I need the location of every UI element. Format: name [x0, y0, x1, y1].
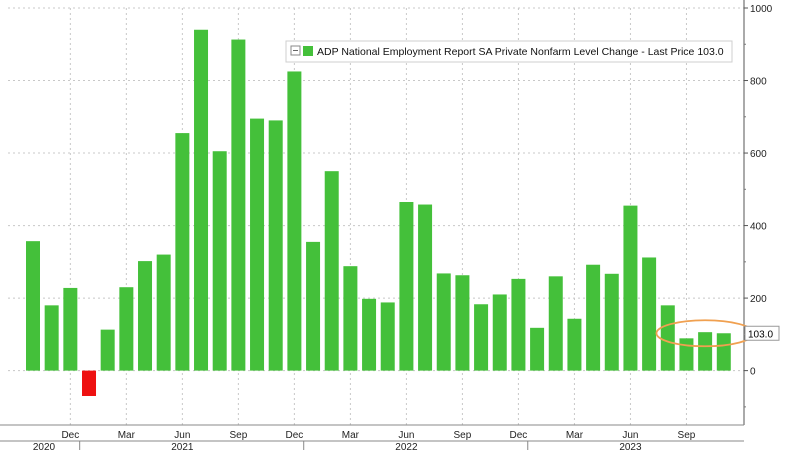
y-tick-label: 0	[750, 367, 756, 378]
x-tick-label: Sep	[454, 430, 472, 441]
bar	[399, 201, 414, 371]
bar	[548, 276, 563, 371]
last-value-label: 103.0	[748, 329, 773, 340]
bar	[250, 118, 265, 371]
legend-swatch	[303, 46, 313, 56]
bar	[175, 133, 190, 371]
x-tick-label: Mar	[566, 430, 584, 441]
bar	[343, 266, 358, 371]
bar	[26, 241, 40, 371]
bar	[604, 273, 619, 371]
x-tick-label: Jun	[174, 430, 190, 441]
x-year-label: 2021	[171, 442, 194, 450]
bar	[530, 327, 545, 371]
legend-label: ADP National Employment Report SA Privat…	[317, 46, 724, 58]
y-tick-label: 200	[750, 294, 767, 305]
highlight-layer: 103.0	[655, 319, 780, 348]
bar	[82, 370, 97, 396]
bar	[679, 338, 694, 371]
bar	[268, 120, 283, 371]
y-tick-label: 400	[750, 222, 767, 233]
bar	[212, 151, 227, 371]
legend-toggle-icon[interactable]	[290, 45, 301, 56]
bar	[698, 332, 713, 371]
x-tick-label: Dec	[285, 430, 303, 441]
bar	[492, 294, 507, 371]
bar	[455, 275, 470, 371]
x-tick-label: Mar	[342, 430, 360, 441]
bar	[231, 39, 246, 371]
bar	[511, 278, 526, 371]
bar	[380, 302, 395, 371]
x-tick-label: Mar	[118, 430, 136, 441]
bar	[100, 329, 115, 371]
bar	[623, 205, 638, 371]
x-year-label: 2020	[33, 442, 56, 450]
x-tick-label: Dec	[61, 430, 79, 441]
bar	[63, 287, 78, 371]
legend-box	[285, 40, 733, 63]
y-tick-label: 800	[750, 77, 767, 88]
legend: ADP National Employment Report SA Privat…	[285, 40, 733, 63]
x-tick-label: Sep	[678, 430, 696, 441]
x-tick-label: Jun	[622, 430, 638, 441]
bar	[660, 305, 675, 371]
bar	[194, 29, 209, 371]
bar	[119, 287, 134, 371]
bar	[324, 171, 339, 371]
x-tick-label: Jun	[398, 430, 414, 441]
bar	[436, 273, 451, 371]
bar	[716, 333, 731, 371]
bar	[642, 257, 657, 371]
y-tick-label: 600	[750, 149, 767, 160]
bar	[418, 204, 433, 371]
bar	[156, 254, 171, 371]
bar	[586, 264, 601, 371]
x-tick-label: Sep	[229, 430, 247, 441]
y-tick-label: 1000	[750, 4, 773, 15]
bar-layer	[26, 29, 731, 396]
x-tick-label: Dec	[510, 430, 528, 441]
last-value-box	[744, 325, 780, 341]
bar	[306, 241, 321, 371]
x-year-label: 2023	[619, 442, 642, 450]
bar	[474, 304, 489, 371]
x-year-label: 2022	[395, 442, 418, 450]
bar	[138, 261, 153, 371]
bar	[287, 71, 302, 371]
bar	[567, 318, 582, 371]
axis-layer: 0 200 400 600 800 1000 Dec Mar Jun Sep Dec Mar Jun Se…	[0, 0, 773, 450]
bar	[44, 305, 59, 371]
bar	[362, 298, 377, 371]
